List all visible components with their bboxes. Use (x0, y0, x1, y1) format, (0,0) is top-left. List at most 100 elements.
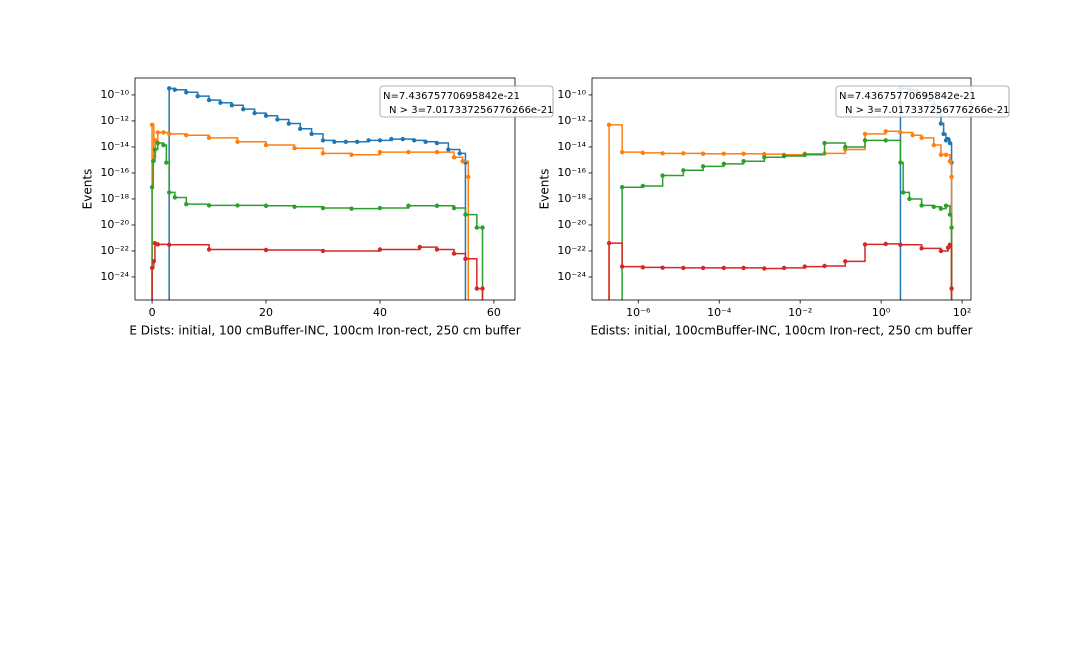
marker (320, 205, 326, 211)
marker (406, 203, 411, 208)
marker (457, 151, 462, 156)
marker (781, 153, 787, 159)
marker (949, 286, 954, 291)
marker (606, 122, 612, 128)
marker (931, 142, 936, 148)
marker (206, 135, 212, 141)
marker (286, 121, 292, 126)
marker (919, 135, 924, 141)
y-tick-label: 10⁻¹⁶ (557, 166, 586, 179)
marker (822, 140, 827, 146)
marker (451, 155, 457, 160)
marker (172, 195, 178, 200)
annotation-text: N=7.43675770695842e-21 (383, 91, 520, 102)
marker (406, 149, 411, 155)
marker (862, 131, 868, 137)
marker (252, 110, 257, 116)
marker (292, 145, 297, 151)
marker (700, 151, 706, 156)
marker (931, 204, 936, 209)
marker (862, 138, 868, 143)
marker (660, 265, 665, 270)
marker (149, 122, 155, 128)
marker (941, 131, 946, 137)
y-tick-label: 10⁻¹² (557, 114, 586, 127)
subplot: 10⁻¹⁰ 10⁻¹² 10⁻¹⁴ 10⁻¹⁶ 10⁻¹⁸ 10⁻²⁰ 10⁻²² 10⁻²⁴… (538, 77, 1010, 338)
marker (451, 251, 457, 256)
y-tick-label: 10⁻²⁴ (557, 270, 586, 283)
axes-frame (134, 77, 516, 301)
marker (900, 190, 906, 195)
marker (332, 139, 337, 144)
marker (947, 212, 953, 217)
marker (206, 203, 212, 208)
marker (434, 247, 440, 252)
marker (947, 242, 953, 247)
annotation-box (835, 85, 1010, 118)
marker (460, 159, 465, 164)
marker (155, 140, 160, 146)
marker (762, 266, 767, 271)
y-tick-label: 10⁻²⁰ (100, 218, 129, 231)
marker (949, 174, 954, 180)
marker (263, 247, 269, 253)
axes-frame (591, 77, 972, 301)
marker (883, 241, 888, 247)
marker (660, 173, 665, 178)
marker (151, 259, 157, 264)
marker (681, 168, 686, 173)
marker (195, 93, 200, 99)
marker (721, 265, 727, 271)
annotation-text: N=7.43675770695842e-21 (839, 91, 976, 102)
marker (949, 225, 954, 230)
marker (417, 244, 423, 250)
marker (275, 117, 280, 122)
y-tick-label: 10⁻²⁰ (557, 218, 586, 231)
y-tick-label: 10⁻²⁴ (100, 270, 129, 283)
x-tick-label: 20 (259, 306, 273, 319)
x-tick-label: 10⁻⁶ (626, 306, 651, 319)
marker (411, 138, 417, 143)
marker (423, 139, 428, 144)
marker (298, 126, 303, 131)
marker (164, 160, 169, 165)
marker (898, 160, 903, 165)
x-tick-label: 10⁻² (788, 306, 812, 319)
marker (822, 263, 827, 269)
marker (235, 139, 240, 144)
marker (235, 203, 240, 208)
y-tick-label: 10⁻¹⁸ (557, 192, 586, 205)
marker (619, 149, 625, 155)
marker (377, 247, 383, 252)
x-tick-label: 10² (953, 306, 971, 319)
marker (741, 151, 746, 156)
marker (389, 136, 394, 142)
marker (898, 130, 903, 135)
marker (943, 152, 949, 157)
marker (320, 248, 326, 254)
subplot: 10⁻¹⁰ 10⁻¹² 10⁻¹⁴ 10⁻¹⁶ 10⁻¹⁸ 10⁻²⁰ 10⁻²² 10⁻²⁴… (81, 77, 553, 338)
annotation-text: N > 3=7.017337256776266e-21 (389, 105, 553, 116)
marker (640, 150, 646, 156)
marker (700, 164, 706, 169)
marker (166, 190, 172, 195)
plot-area (149, 86, 485, 300)
marker (640, 265, 646, 270)
marker (161, 142, 166, 148)
marker (377, 138, 383, 143)
marker (883, 138, 888, 143)
marker (945, 136, 951, 142)
marker (377, 149, 383, 155)
y-tick-label: 10⁻²² (557, 244, 586, 257)
marker (910, 132, 915, 138)
marker (466, 174, 471, 180)
marker (802, 152, 807, 157)
marker (349, 206, 354, 211)
marker (781, 265, 787, 271)
marker (681, 151, 686, 156)
y-tick-label: 10⁻¹⁰ (557, 88, 586, 101)
marker (149, 265, 155, 271)
marker (309, 131, 314, 137)
y-axis-label: Events (81, 169, 95, 210)
